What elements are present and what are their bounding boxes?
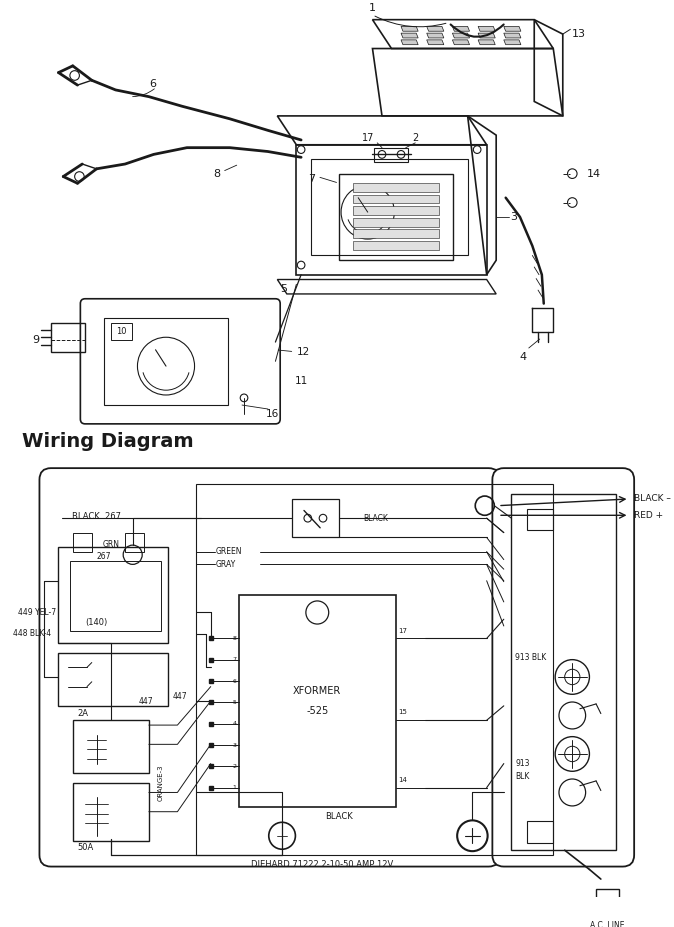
Text: 6: 6 — [233, 679, 237, 683]
Polygon shape — [427, 26, 444, 32]
Text: GRAY: GRAY — [216, 560, 236, 569]
Text: Wiring Diagram: Wiring Diagram — [22, 432, 194, 451]
Polygon shape — [503, 33, 521, 38]
Bar — [104, 318, 228, 404]
Text: 7: 7 — [308, 173, 315, 184]
Bar — [353, 184, 439, 192]
Bar — [353, 218, 439, 226]
Text: 17: 17 — [361, 133, 374, 143]
Polygon shape — [452, 40, 470, 44]
Text: 4: 4 — [519, 351, 526, 362]
Bar — [374, 147, 408, 162]
Bar — [125, 533, 144, 552]
Polygon shape — [452, 33, 470, 38]
Bar — [353, 230, 439, 238]
Text: BLACK –: BLACK – — [634, 494, 671, 503]
Polygon shape — [503, 26, 521, 32]
Bar — [311, 159, 468, 256]
Text: 6: 6 — [149, 79, 156, 89]
Text: 16: 16 — [266, 410, 279, 419]
Polygon shape — [427, 40, 444, 44]
Bar — [73, 782, 149, 841]
Bar — [353, 207, 439, 215]
Bar — [596, 889, 619, 906]
Polygon shape — [478, 40, 495, 44]
Bar — [59, 653, 168, 705]
Bar — [512, 494, 616, 850]
Text: 9: 9 — [32, 336, 40, 345]
Bar — [239, 595, 396, 806]
Polygon shape — [478, 33, 495, 38]
Polygon shape — [401, 26, 418, 32]
Polygon shape — [401, 33, 418, 38]
Text: BLACK: BLACK — [326, 812, 353, 821]
Text: 913: 913 — [515, 759, 530, 768]
Text: 17: 17 — [398, 628, 407, 634]
Bar — [339, 173, 454, 260]
Text: 11: 11 — [295, 375, 308, 386]
Text: 15: 15 — [398, 709, 407, 716]
Text: GRN: GRN — [102, 540, 119, 549]
Bar — [292, 499, 339, 538]
Text: 3: 3 — [510, 212, 518, 222]
Bar — [73, 720, 149, 773]
Text: 2: 2 — [233, 764, 237, 768]
Text: 8: 8 — [233, 636, 237, 641]
Text: (140): (140) — [86, 617, 108, 627]
Text: 449 YEL-7: 449 YEL-7 — [18, 608, 57, 617]
Text: 2: 2 — [412, 133, 419, 143]
Text: ORANGE-3: ORANGE-3 — [157, 765, 163, 801]
FancyBboxPatch shape — [80, 298, 280, 424]
Text: 447: 447 — [139, 696, 154, 705]
Text: 8: 8 — [213, 169, 220, 179]
Bar — [111, 323, 131, 340]
Text: 448 BLK-4: 448 BLK-4 — [13, 629, 51, 638]
FancyBboxPatch shape — [493, 468, 634, 867]
Text: 447: 447 — [173, 692, 187, 701]
Bar — [73, 533, 92, 552]
Polygon shape — [503, 40, 521, 44]
Text: BLACK: BLACK — [363, 514, 388, 523]
Text: 5: 5 — [233, 700, 237, 705]
Text: DIEHARD 71222 2-10-50 AMP 12V: DIEHARD 71222 2-10-50 AMP 12V — [251, 860, 393, 870]
Text: 267: 267 — [96, 552, 111, 561]
Text: 7: 7 — [233, 657, 237, 662]
Bar — [196, 485, 553, 855]
Bar — [526, 821, 553, 843]
Text: BLACK  267: BLACK 267 — [72, 512, 121, 521]
FancyBboxPatch shape — [40, 468, 500, 867]
Text: 5: 5 — [280, 285, 287, 294]
Text: A.C. LINE: A.C. LINE — [590, 921, 625, 927]
Polygon shape — [401, 40, 418, 44]
Text: 1: 1 — [369, 3, 376, 13]
Bar — [59, 547, 168, 643]
Text: -525: -525 — [306, 705, 328, 716]
Text: 12: 12 — [297, 347, 309, 357]
Text: RED +: RED + — [634, 511, 663, 520]
Text: 14: 14 — [586, 169, 601, 179]
Bar — [353, 241, 439, 249]
Text: GREEN: GREEN — [216, 547, 242, 556]
Text: 913 BLK: 913 BLK — [515, 654, 547, 662]
Text: 13: 13 — [572, 30, 586, 39]
Text: XFORMER: XFORMER — [293, 686, 342, 696]
Bar — [353, 195, 439, 204]
Polygon shape — [427, 33, 444, 38]
Text: 50A: 50A — [78, 844, 94, 853]
Text: 4: 4 — [233, 721, 237, 726]
Text: 1: 1 — [233, 785, 237, 790]
Text: 14: 14 — [398, 777, 407, 782]
Polygon shape — [452, 26, 470, 32]
Text: 3: 3 — [233, 743, 237, 747]
Polygon shape — [478, 26, 495, 32]
Text: 2A: 2A — [78, 709, 88, 718]
Text: 10: 10 — [116, 327, 127, 336]
Bar — [70, 562, 161, 630]
Bar — [526, 509, 553, 529]
Text: BLK: BLK — [515, 771, 530, 781]
